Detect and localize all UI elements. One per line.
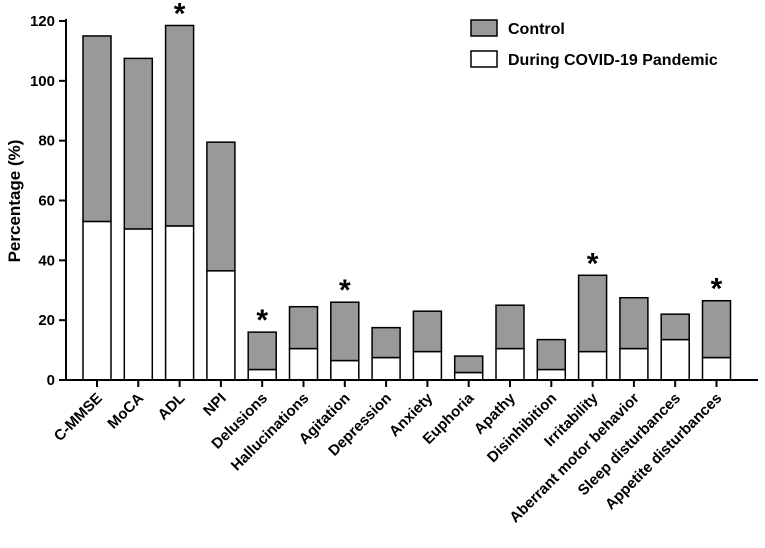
y-axis-title: Percentage (%): [5, 140, 24, 263]
bar-segment-pandemic: [536, 368, 567, 381]
significance-star: *: [587, 247, 599, 280]
y-axis: 0 20 40 60 80 100 120: [30, 13, 67, 389]
bar-segment-pandemic: [247, 368, 277, 381]
y-tick-label: 100: [30, 73, 55, 90]
bar-segment-pandemic: [371, 356, 401, 381]
x-tick-label: NPI: [200, 390, 230, 420]
significance-star: *: [711, 273, 723, 306]
bar-segment-pandemic: [453, 371, 484, 381]
bar-segment-pandemic: [619, 347, 649, 381]
bar-segment-control: [412, 310, 443, 353]
x-tick-label: MoCA: [104, 390, 147, 433]
bar-segment-control: [123, 57, 154, 230]
bar-segment-control: [619, 296, 649, 350]
x-tick-label: C-MMSE: [51, 390, 106, 445]
bar-segment-pandemic: [660, 338, 690, 381]
bar-segment-pandemic: [577, 350, 608, 381]
bar-segment-control: [82, 35, 112, 223]
legend-swatch: [470, 50, 498, 68]
y-tick-label: 40: [38, 252, 55, 269]
legend-swatch: [470, 19, 498, 37]
significance-star: *: [174, 0, 186, 30]
bar-segment-pandemic: [206, 270, 236, 381]
legend-label: Control: [508, 21, 565, 38]
bar-segment-control: [288, 305, 319, 350]
significance-star: *: [339, 274, 351, 307]
bar-segment-control: [371, 326, 401, 359]
bar-segment-control: [247, 331, 277, 371]
bar-segment-pandemic: [164, 225, 195, 381]
bar-segment-pandemic: [701, 356, 732, 381]
bar-segment-control: [577, 274, 608, 353]
significance-markers: * * * * *: [174, 0, 723, 337]
x-tick-label: ADL: [155, 390, 189, 424]
y-tick-label: 60: [38, 193, 55, 210]
significance-star: *: [256, 304, 268, 337]
y-tick-label: 120: [30, 13, 55, 30]
y-tick-label: 20: [38, 312, 55, 329]
bar-segment-pandemic: [288, 347, 319, 381]
bars: [82, 24, 732, 381]
y-tick-label: 80: [38, 133, 55, 150]
bar-segment-pandemic: [412, 350, 443, 381]
legend: Control During COVID-19 Pandemic: [470, 19, 718, 69]
bar-segment-pandemic: [330, 359, 360, 381]
y-tick-label: 0: [47, 372, 55, 389]
bar-segment-control: [330, 301, 360, 362]
bar-segment-pandemic: [495, 347, 525, 381]
bar-segment-control: [701, 299, 732, 359]
bar-segment-control: [206, 141, 236, 272]
bar-segment-control: [453, 355, 484, 374]
bar-segment-pandemic: [82, 220, 112, 381]
bar-segment-control: [495, 304, 525, 350]
bar-segment-control: [164, 24, 195, 227]
bar-segment-control: [536, 338, 567, 371]
legend-label: During COVID-19 Pandemic: [508, 52, 718, 69]
bar-segment-pandemic: [123, 228, 154, 381]
bar-segment-control: [660, 313, 690, 341]
